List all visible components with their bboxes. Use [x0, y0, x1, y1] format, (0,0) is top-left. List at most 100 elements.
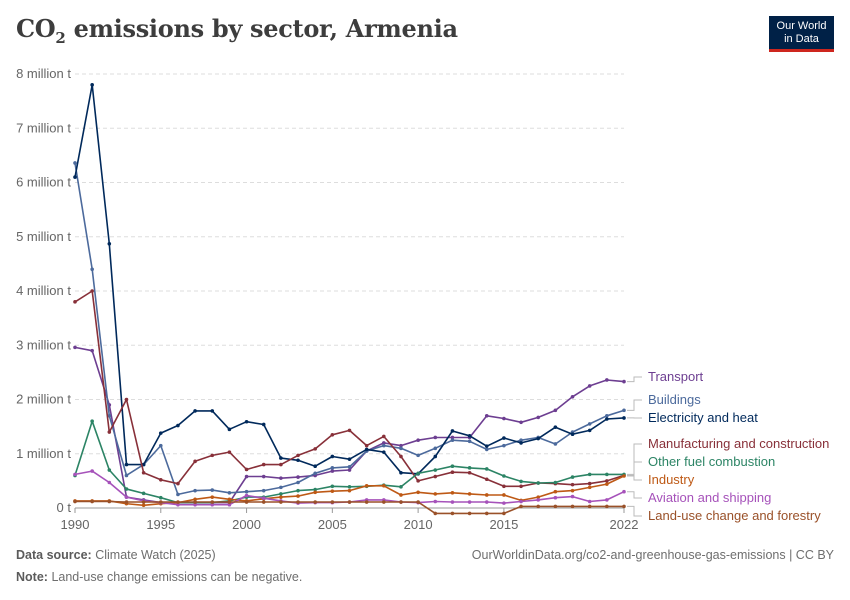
data-point[interactable]	[587, 384, 592, 388]
legend-label[interactable]: Land-use change and forestry	[648, 508, 821, 523]
data-point[interactable]	[416, 453, 420, 458]
data-point[interactable]	[107, 499, 112, 504]
data-point[interactable]	[467, 439, 472, 444]
data-point[interactable]	[330, 432, 335, 437]
data-point[interactable]	[622, 474, 626, 478]
data-point[interactable]	[107, 480, 112, 485]
data-point[interactable]	[416, 490, 420, 495]
data-point[interactable]	[347, 485, 352, 489]
data-point[interactable]	[587, 422, 592, 426]
data-point[interactable]	[450, 464, 455, 469]
data-point[interactable]	[605, 479, 609, 483]
data-point[interactable]	[399, 500, 403, 504]
data-point[interactable]	[570, 394, 575, 399]
data-point[interactable]	[227, 497, 232, 502]
data-point[interactable]	[553, 489, 558, 494]
data-point[interactable]	[519, 479, 523, 484]
data-point[interactable]	[244, 419, 249, 424]
data-point[interactable]	[279, 485, 283, 490]
data-point[interactable]	[347, 468, 352, 472]
data-point[interactable]	[193, 459, 197, 464]
data-point[interactable]	[484, 467, 489, 471]
data-point[interactable]	[261, 462, 266, 467]
data-point[interactable]	[502, 474, 506, 478]
data-point[interactable]	[296, 494, 300, 498]
data-point[interactable]	[364, 443, 369, 448]
data-point[interactable]	[484, 493, 489, 497]
data-point[interactable]	[244, 493, 249, 498]
data-point[interactable]	[107, 430, 112, 434]
data-point[interactable]	[279, 462, 283, 467]
data-point[interactable]	[313, 487, 317, 492]
data-point[interactable]	[416, 471, 420, 476]
data-point[interactable]	[570, 482, 575, 487]
data-point[interactable]	[450, 491, 455, 495]
data-point[interactable]	[90, 348, 94, 353]
data-point[interactable]	[296, 458, 300, 463]
data-point[interactable]	[227, 427, 232, 432]
data-point[interactable]	[484, 500, 489, 504]
data-point[interactable]	[587, 481, 592, 486]
data-point[interactable]	[107, 413, 112, 418]
data-point[interactable]	[622, 504, 626, 509]
data-point[interactable]	[193, 502, 197, 507]
data-point[interactable]	[433, 492, 438, 496]
legend-label[interactable]: Buildings	[648, 392, 701, 407]
data-point[interactable]	[484, 511, 489, 516]
data-point[interactable]	[330, 500, 335, 504]
data-point[interactable]	[553, 480, 558, 485]
data-point[interactable]	[176, 481, 180, 486]
data-point[interactable]	[605, 498, 609, 502]
data-point[interactable]	[141, 500, 146, 504]
data-point[interactable]	[176, 502, 180, 507]
data-point[interactable]	[382, 450, 386, 454]
data-point[interactable]	[296, 488, 300, 493]
data-point[interactable]	[330, 466, 335, 470]
data-point[interactable]	[587, 499, 592, 504]
data-point[interactable]	[330, 469, 335, 473]
data-point[interactable]	[553, 408, 558, 413]
series-line-1[interactable]	[74, 162, 625, 496]
data-point[interactable]	[450, 511, 455, 516]
data-point[interactable]	[382, 500, 386, 504]
legend-label[interactable]: Other fuel combustion	[648, 454, 775, 469]
data-point[interactable]	[279, 500, 283, 504]
data-point[interactable]	[467, 434, 472, 438]
data-point[interactable]	[519, 441, 523, 445]
data-point[interactable]	[519, 484, 523, 489]
legend-label[interactable]: Transport	[648, 369, 704, 384]
data-point[interactable]	[313, 464, 317, 469]
data-point[interactable]	[587, 485, 592, 490]
data-point[interactable]	[536, 481, 541, 485]
data-point[interactable]	[90, 469, 94, 473]
data-point[interactable]	[193, 488, 197, 493]
data-point[interactable]	[364, 447, 369, 452]
data-point[interactable]	[210, 409, 215, 413]
data-point[interactable]	[433, 474, 438, 479]
data-point[interactable]	[399, 493, 403, 497]
data-point[interactable]	[296, 475, 300, 479]
legend-label[interactable]: Aviation and shipping	[648, 490, 771, 505]
data-point[interactable]	[553, 425, 558, 429]
data-point[interactable]	[519, 504, 523, 509]
data-point[interactable]	[433, 454, 438, 459]
data-point[interactable]	[158, 443, 163, 448]
data-point[interactable]	[570, 494, 575, 499]
data-point[interactable]	[244, 489, 249, 494]
data-point[interactable]	[124, 500, 129, 504]
data-point[interactable]	[605, 482, 609, 486]
data-point[interactable]	[450, 500, 455, 504]
data-point[interactable]	[279, 492, 283, 496]
data-point[interactable]	[90, 83, 94, 87]
data-point[interactable]	[605, 417, 609, 421]
data-point[interactable]	[210, 488, 215, 492]
data-point[interactable]	[570, 475, 575, 479]
data-point[interactable]	[330, 484, 335, 489]
data-point[interactable]	[605, 472, 609, 477]
data-point[interactable]	[347, 457, 352, 461]
data-point[interactable]	[296, 480, 300, 485]
data-point[interactable]	[587, 504, 592, 509]
data-point[interactable]	[622, 489, 626, 494]
data-point[interactable]	[227, 450, 232, 454]
data-point[interactable]	[90, 289, 94, 293]
